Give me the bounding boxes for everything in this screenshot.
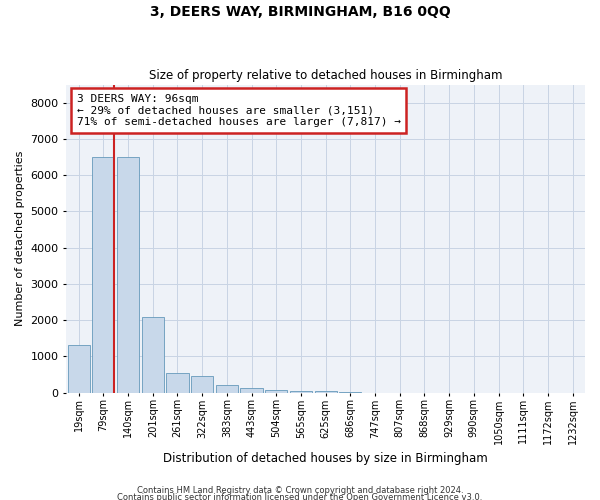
Text: Contains HM Land Registry data © Crown copyright and database right 2024.: Contains HM Land Registry data © Crown c…	[137, 486, 463, 495]
Bar	[117, 157, 139, 392]
X-axis label: Distribution of detached houses by size in Birmingham: Distribution of detached houses by size …	[163, 452, 488, 465]
Bar	[191, 376, 213, 392]
Title: Size of property relative to detached houses in Birmingham: Size of property relative to detached ho…	[149, 69, 502, 82]
Bar	[92, 157, 115, 392]
Bar	[241, 388, 263, 392]
Text: Contains public sector information licensed under the Open Government Licence v3: Contains public sector information licen…	[118, 494, 482, 500]
Bar	[314, 391, 337, 392]
Text: 3, DEERS WAY, BIRMINGHAM, B16 0QQ: 3, DEERS WAY, BIRMINGHAM, B16 0QQ	[149, 5, 451, 19]
Bar	[216, 386, 238, 392]
Bar	[290, 391, 312, 392]
Bar	[68, 346, 90, 393]
Bar	[142, 316, 164, 392]
Text: 3 DEERS WAY: 96sqm
← 29% of detached houses are smaller (3,151)
71% of semi-deta: 3 DEERS WAY: 96sqm ← 29% of detached hou…	[77, 94, 401, 127]
Bar	[166, 372, 188, 392]
Bar	[265, 390, 287, 392]
Y-axis label: Number of detached properties: Number of detached properties	[15, 151, 25, 326]
